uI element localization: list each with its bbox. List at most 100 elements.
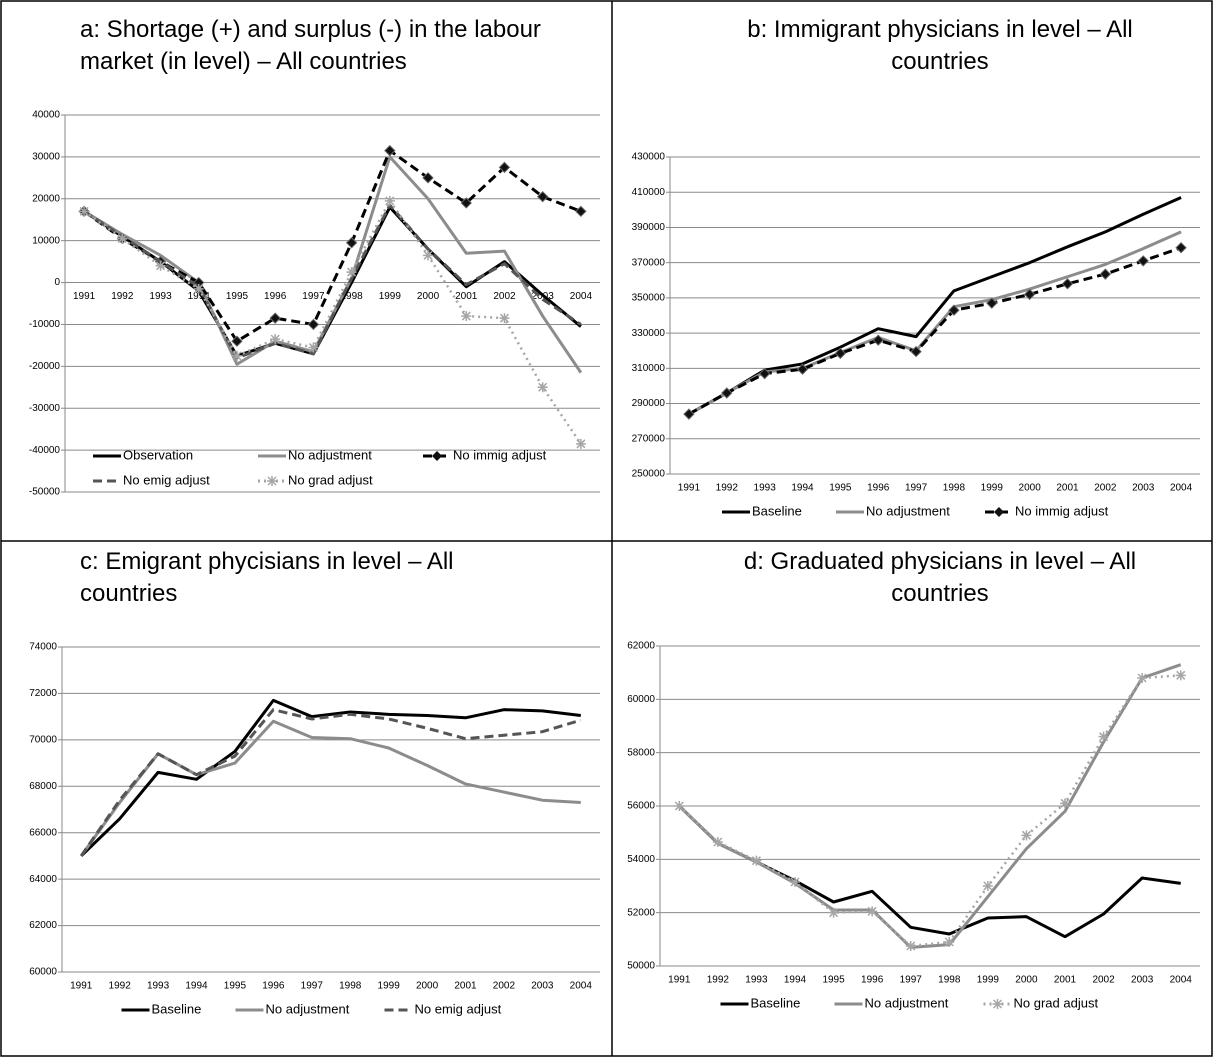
- y-tick-label: 270000: [632, 433, 666, 444]
- marker: [867, 906, 878, 917]
- marker: [536, 190, 549, 203]
- y-tick-label: 62000: [29, 920, 57, 931]
- line: [83, 205, 582, 358]
- marker: [982, 881, 993, 891]
- x-tick-label: 1993: [745, 975, 768, 986]
- series: [80, 698, 581, 858]
- marker: [948, 304, 960, 316]
- marker: [1023, 288, 1036, 301]
- marker: [758, 367, 771, 380]
- marker: [537, 382, 548, 393]
- x-tick-label: 2002: [1092, 975, 1115, 986]
- x-tick-label: 1999: [378, 981, 401, 992]
- x-tick-label: 1999: [977, 975, 1000, 986]
- x-tick-label: 1993: [754, 483, 777, 494]
- x-tick-label: 2003: [531, 981, 554, 992]
- x-tick-label: 1992: [109, 981, 132, 992]
- legend-label: Baseline: [752, 503, 802, 518]
- marker: [270, 334, 281, 345]
- y-tick-label: 310000: [632, 363, 666, 374]
- x-tick-label: 1992: [716, 483, 739, 494]
- legend-marker: [432, 451, 442, 461]
- y-tick-label: 30000: [32, 152, 60, 163]
- series: [683, 241, 1187, 420]
- x-tick-label: 2002: [493, 291, 516, 302]
- marker: [1175, 241, 1187, 254]
- series: [79, 195, 586, 449]
- y-tick-label: 62000: [627, 641, 655, 652]
- legend-label: No adjustment: [866, 503, 950, 518]
- x-tick-label: 2004: [570, 291, 593, 302]
- marker: [193, 283, 204, 294]
- marker: [712, 837, 723, 847]
- marker: [1021, 830, 1032, 841]
- marker: [790, 877, 800, 887]
- x-tick-label: 1999: [981, 483, 1004, 494]
- x-tick-label: 1992: [707, 975, 730, 986]
- legend-marker: [992, 999, 1003, 1009]
- y-tick-label: -30000: [29, 403, 61, 414]
- marker: [79, 206, 90, 217]
- legend-marker: [267, 476, 277, 486]
- y-tick-label: 330000: [632, 328, 666, 339]
- y-tick-label: 52000: [627, 907, 655, 918]
- line: [79, 719, 581, 857]
- x-tick-label: 1999: [379, 291, 402, 302]
- x-tick-label: 1997: [905, 483, 928, 494]
- legend-label: Baseline: [751, 995, 801, 1010]
- x-tick-label: 2003: [1131, 975, 1154, 986]
- series: [83, 203, 582, 360]
- legend-label: Observation: [123, 447, 193, 462]
- y-tick-label: -20000: [29, 361, 61, 372]
- series: [688, 196, 1182, 416]
- x-tick-label: 1991: [678, 483, 701, 494]
- x-tick-label: 1994: [784, 975, 807, 986]
- x-tick-label: 2000: [417, 291, 440, 302]
- line: [83, 203, 582, 360]
- marker: [499, 313, 510, 324]
- marker: [1137, 673, 1148, 683]
- marker: [872, 334, 884, 346]
- legend-label: No immig adjust: [453, 447, 547, 462]
- y-tick-label: 0: [54, 277, 60, 288]
- marker: [307, 318, 320, 331]
- legend-marker: [994, 507, 1004, 517]
- x-tick-label: 1997: [900, 975, 923, 986]
- x-tick-label: 1993: [147, 981, 170, 992]
- y-tick-label: 58000: [627, 747, 655, 758]
- y-tick-label: 54000: [627, 854, 655, 865]
- x-tick-label: 2001: [454, 981, 477, 992]
- marker: [345, 237, 358, 249]
- legend-label: No emig adjust: [123, 472, 210, 487]
- marker: [1099, 268, 1112, 280]
- x-tick-label: 1995: [829, 483, 852, 494]
- marker: [1098, 731, 1109, 742]
- marker: [384, 144, 396, 157]
- x-tick-label: 1994: [185, 981, 208, 992]
- marker: [905, 941, 916, 951]
- marker: [1137, 255, 1149, 267]
- x-tick-label: 1998: [339, 981, 362, 992]
- x-tick-label: 2001: [1056, 483, 1079, 494]
- legend-label: No immig adjust: [1015, 503, 1109, 518]
- x-tick-label: 1994: [791, 483, 814, 494]
- marker: [346, 267, 357, 278]
- marker: [986, 297, 998, 309]
- y-tick-label: 350000: [632, 293, 666, 304]
- series: [678, 804, 1181, 939]
- x-tick-label: 2003: [1132, 483, 1155, 494]
- x-tick-label: 1996: [867, 483, 890, 494]
- legend-label: No adjustment: [266, 1001, 350, 1016]
- y-tick-label: 10000: [32, 235, 60, 246]
- x-tick-label: 1992: [111, 291, 134, 302]
- y-tick-label: 430000: [632, 152, 666, 163]
- y-tick-label: 60000: [627, 694, 655, 705]
- x-tick-label: 2001: [1054, 975, 1077, 986]
- x-tick-label: 1996: [861, 975, 884, 986]
- legend-label: No adjustment: [865, 995, 949, 1010]
- marker: [1175, 670, 1186, 681]
- y-tick-label: 290000: [632, 398, 666, 409]
- line: [688, 246, 1182, 416]
- x-tick-label: 1995: [224, 981, 247, 992]
